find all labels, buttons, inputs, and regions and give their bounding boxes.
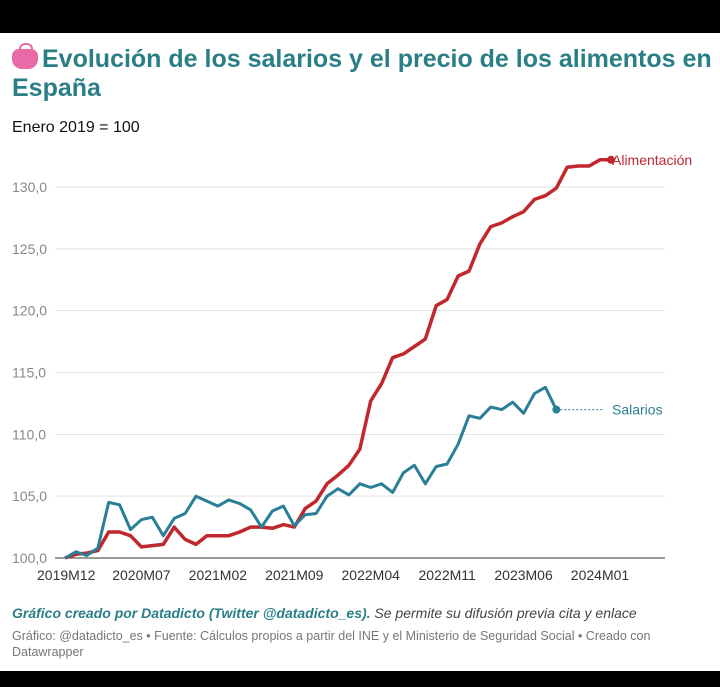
x-tick-label: 2022M04 — [342, 567, 401, 583]
credit-strong: Gráfico creado por Datadicto (Twitter @d… — [12, 605, 371, 621]
y-tick-label: 100,0 — [12, 550, 47, 566]
y-tick-label: 130,0 — [12, 179, 47, 195]
series-labels: Alimentación Salarios — [556, 152, 692, 418]
chart-card — [0, 33, 720, 671]
chart-title: Evolución de los salarios y el precio de… — [12, 43, 712, 103]
x-tick-label: 2019M12 — [37, 567, 96, 583]
series-line-alimentacion — [64, 158, 611, 560]
purse-icon — [12, 43, 38, 69]
y-tick-label: 115,0 — [12, 365, 46, 381]
x-tick-label: 2021M02 — [189, 567, 248, 583]
series-line-salarios — [64, 385, 558, 560]
x-tick-label: 2023M06 — [494, 567, 553, 583]
credit-rest: Se permite su difusión previa cita y enl… — [370, 605, 637, 621]
y-tick-label: 120,0 — [12, 303, 47, 319]
x-tick-label: 2024M01 — [571, 567, 630, 583]
x-tick-label: 2022M11 — [418, 567, 476, 583]
x-tick-label: 2021M09 — [265, 567, 324, 583]
y-tick-label: 125,0 — [12, 241, 47, 257]
line-chart: 100,0 105,0 110,0 115,0 120,0 125,0 130,0 2019… — [12, 152, 692, 583]
y-axis: 100,0 105,0 110,0 115,0 120,0 125,0 130,0 — [12, 179, 47, 566]
y-tick-label: 105,0 — [12, 488, 47, 504]
chart-title-text: Evolución de los salarios y el precio de… — [12, 45, 712, 102]
x-axis: 2019M12 2020M07 2021M02 2021M09 2022M04 2022M… — [37, 567, 629, 583]
series-label: Alimentación — [612, 152, 692, 168]
credit-note: Gráfico creado por Datadicto (Twitter @d… — [12, 605, 637, 621]
series-label: Salarios — [612, 402, 663, 418]
chart-subtitle: Enero 2019 = 100 — [12, 119, 140, 136]
y-tick-label: 110,0 — [12, 426, 46, 442]
series-lines — [64, 155, 615, 560]
x-tick-label: 2020M07 — [112, 567, 171, 583]
series-end-point — [606, 155, 615, 164]
gridlines — [55, 186, 665, 559]
source-note: Gráfico: @datadicto_es • Fuente: Cálculo… — [12, 629, 651, 659]
